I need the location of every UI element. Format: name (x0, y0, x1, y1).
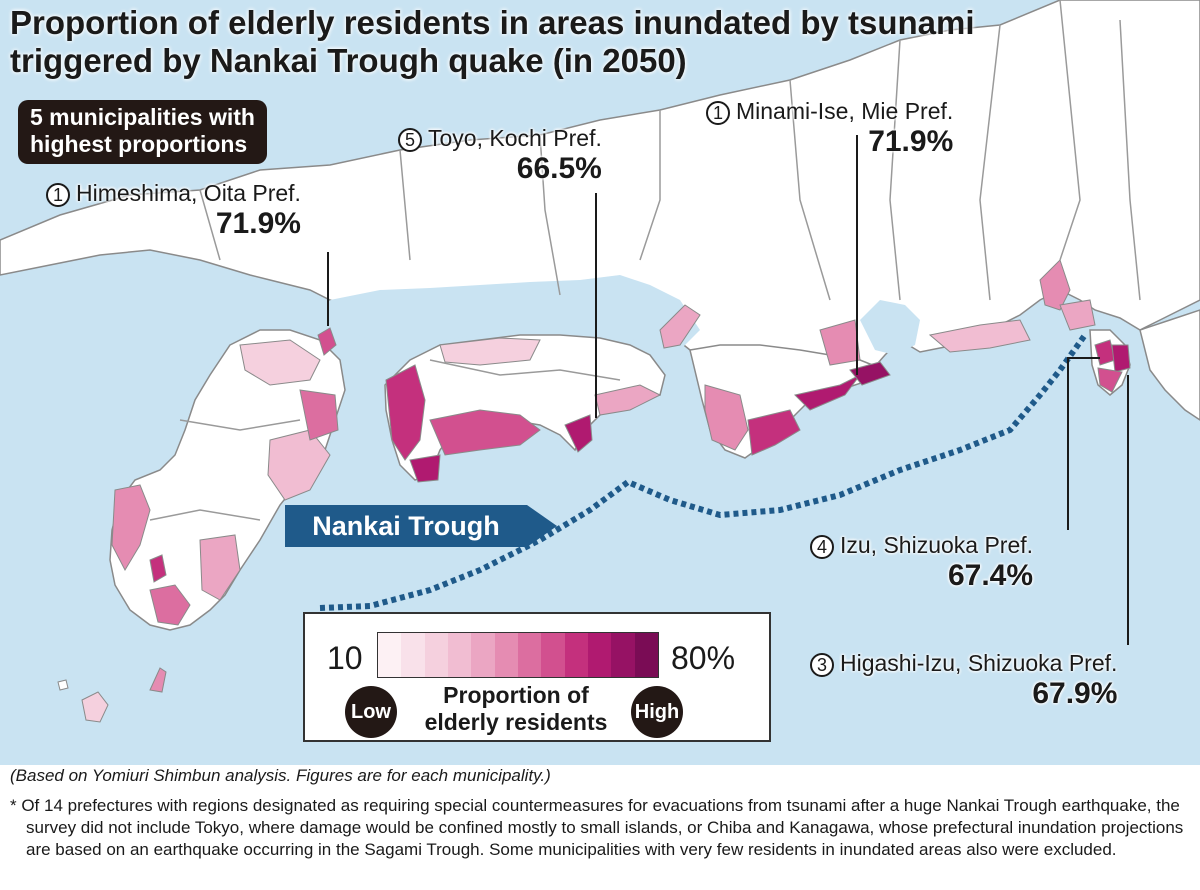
callout-name: Izu, Shizuoka Pref. (840, 532, 1034, 558)
leader-izu (1067, 357, 1100, 530)
callout-value: 71.9% (868, 125, 954, 158)
top-municipalities-badge: 5 municipalities with highest proportion… (18, 100, 267, 164)
legend-swatch (587, 633, 612, 677)
color-legend: 10 80% Low Proportion of elderly residen… (303, 612, 771, 742)
kagoshima-bay-town (149, 554, 167, 583)
callout-name: Himeshima, Oita Pref. (76, 180, 301, 206)
island-small (57, 679, 69, 691)
kii-shade-west (704, 384, 749, 451)
title-line-2: triggered by Nankai Trough quake (in 205… (10, 42, 687, 79)
kyushu (109, 329, 346, 631)
toyo-kochi (564, 414, 593, 453)
legend-caption-line-2: elderly residents (424, 709, 608, 735)
yakushima (81, 691, 109, 723)
tokai-shade-3 (1059, 299, 1096, 331)
east-coast (1139, 309, 1200, 421)
title-line-1: Proportion of elderly residents in areas… (10, 4, 975, 41)
legend-swatch (541, 633, 565, 677)
map-title: Proportion of elderly residents in areas… (10, 4, 1190, 80)
kyushu-shade-coast (299, 389, 339, 441)
kyushu-shade-west (111, 484, 151, 572)
trough-label-text: Nankai Trough (285, 505, 527, 547)
legend-swatch (494, 633, 518, 677)
nankai-trough-line (319, 333, 1088, 611)
legend-swatch (401, 633, 425, 677)
legend-swatch (517, 633, 542, 677)
rank-circle: 3 (810, 652, 834, 677)
legend-swatch (447, 633, 472, 677)
tokai-shade-1 (928, 319, 1031, 353)
rank-circle: 1 (706, 100, 730, 125)
kyushu-shade-ne (239, 339, 321, 386)
source-note: (Based on Yomiuri Shimbun analysis. Figu… (10, 766, 551, 785)
mie-shade (819, 319, 861, 366)
callout-name: Toyo, Kochi Pref. (428, 125, 602, 151)
badge-line-1: 5 municipalities with (30, 104, 255, 130)
japan-map (0, 0, 1200, 723)
kyushu-shade-south (149, 584, 191, 626)
higashi-izu (1111, 344, 1131, 373)
legend-swatch (634, 633, 658, 677)
callout-value: 66.5% (516, 152, 602, 185)
legend-low-badge: Low (345, 686, 397, 738)
tokai-shade-2 (1039, 259, 1071, 311)
inland-sea (330, 275, 700, 350)
legend-caption-line-1: Proportion of (443, 682, 589, 708)
callout-higashi-izu: 3 Higashi-Izu, Shizuoka Pref. 67.9% (810, 650, 1117, 711)
badge-line-2: highest proportions (30, 131, 248, 157)
callout-value: 67.4% (947, 559, 1034, 592)
shikoku-shade-east (594, 384, 662, 416)
rank-circle: 1 (46, 182, 70, 207)
callout-name: Higashi-Izu, Shizuoka Pref. (840, 650, 1118, 676)
footnote: * Of 14 prefectures with regions designa… (10, 796, 1184, 859)
legend-min: 10 (327, 640, 363, 676)
minami-ise (849, 361, 891, 386)
legend-swatch (564, 633, 588, 677)
legend-max: 80% (671, 640, 736, 676)
awaji (659, 304, 701, 349)
kii-shade-east (794, 374, 861, 411)
callout-minami-ise: 1 Minami-Ise, Mie Pref. 71.9% (706, 98, 953, 159)
legend-swatch (611, 633, 635, 677)
callout-value: 71.9% (215, 207, 301, 240)
callout-toyo: 5 Toyo, Kochi Pref. 66.5% (398, 125, 602, 186)
ise-bay (860, 300, 920, 355)
callout-value: 67.9% (1032, 677, 1118, 710)
legend-color-scale (377, 632, 659, 678)
himeshima (317, 327, 337, 356)
tanegashima (149, 667, 167, 693)
rank-circle: 5 (398, 127, 422, 152)
prefecture-boundaries (149, 0, 1141, 521)
shikoku-shade-south (429, 409, 541, 456)
trough-arrow-icon (527, 505, 557, 547)
kyushu-shade-east2 (199, 534, 241, 601)
legend-swatch (471, 633, 495, 677)
legend-high-badge: High (631, 686, 683, 738)
rank-circle: 4 (810, 534, 834, 559)
callout-name: Minami-Ise, Mie Pref. (736, 98, 954, 124)
legend-caption: Proportion of elderly residents (401, 682, 631, 736)
shikoku-shade-sw (409, 454, 441, 483)
shikoku-shade-north (439, 337, 541, 366)
callout-izu: 4 Izu, Shizuoka Pref. 67.4% (810, 532, 1033, 593)
kii-shade-south (747, 409, 801, 456)
shikoku-shade-west (385, 364, 426, 461)
legend-swatch (424, 633, 448, 677)
legend-swatch (378, 633, 402, 677)
izu-south (1097, 367, 1123, 393)
callout-himeshima: 1 Himeshima, Oita Pref. 71.9% (46, 180, 301, 241)
